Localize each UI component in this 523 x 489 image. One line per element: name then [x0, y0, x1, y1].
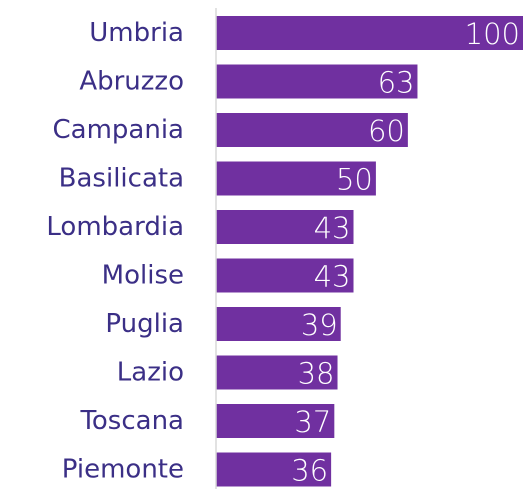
category-label: Piemonte: [62, 455, 184, 485]
category-label: Campania: [53, 115, 185, 145]
value-label: 38: [298, 357, 335, 391]
category-label: Umbria: [89, 18, 184, 48]
value-label: 37: [294, 405, 331, 439]
bar: [216, 161, 376, 196]
category-label: Toscana: [79, 406, 184, 436]
value-label: 60: [368, 114, 405, 148]
value-label: 63: [378, 66, 415, 100]
bar: [216, 307, 341, 341]
bar: [216, 64, 418, 99]
bar: [216, 113, 408, 147]
category-label: Lazio: [117, 358, 184, 388]
value-label: 100: [465, 17, 520, 51]
category-label: Basilicata: [59, 164, 184, 194]
category-label: Puglia: [105, 309, 184, 339]
bar: [216, 16, 523, 50]
bar: [216, 210, 354, 244]
value-label: 43: [314, 211, 351, 245]
bar: [216, 355, 338, 390]
value-label: 50: [336, 163, 373, 197]
value-label: 36: [291, 454, 328, 488]
category-label: Lombardia: [46, 212, 184, 242]
value-label: 39: [301, 308, 338, 342]
bar: [216, 404, 335, 438]
bar: [216, 452, 332, 487]
value-label: 43: [314, 260, 351, 294]
bar: [216, 258, 354, 293]
category-label: Abruzzo: [79, 67, 184, 97]
category-label: Molise: [102, 261, 184, 291]
